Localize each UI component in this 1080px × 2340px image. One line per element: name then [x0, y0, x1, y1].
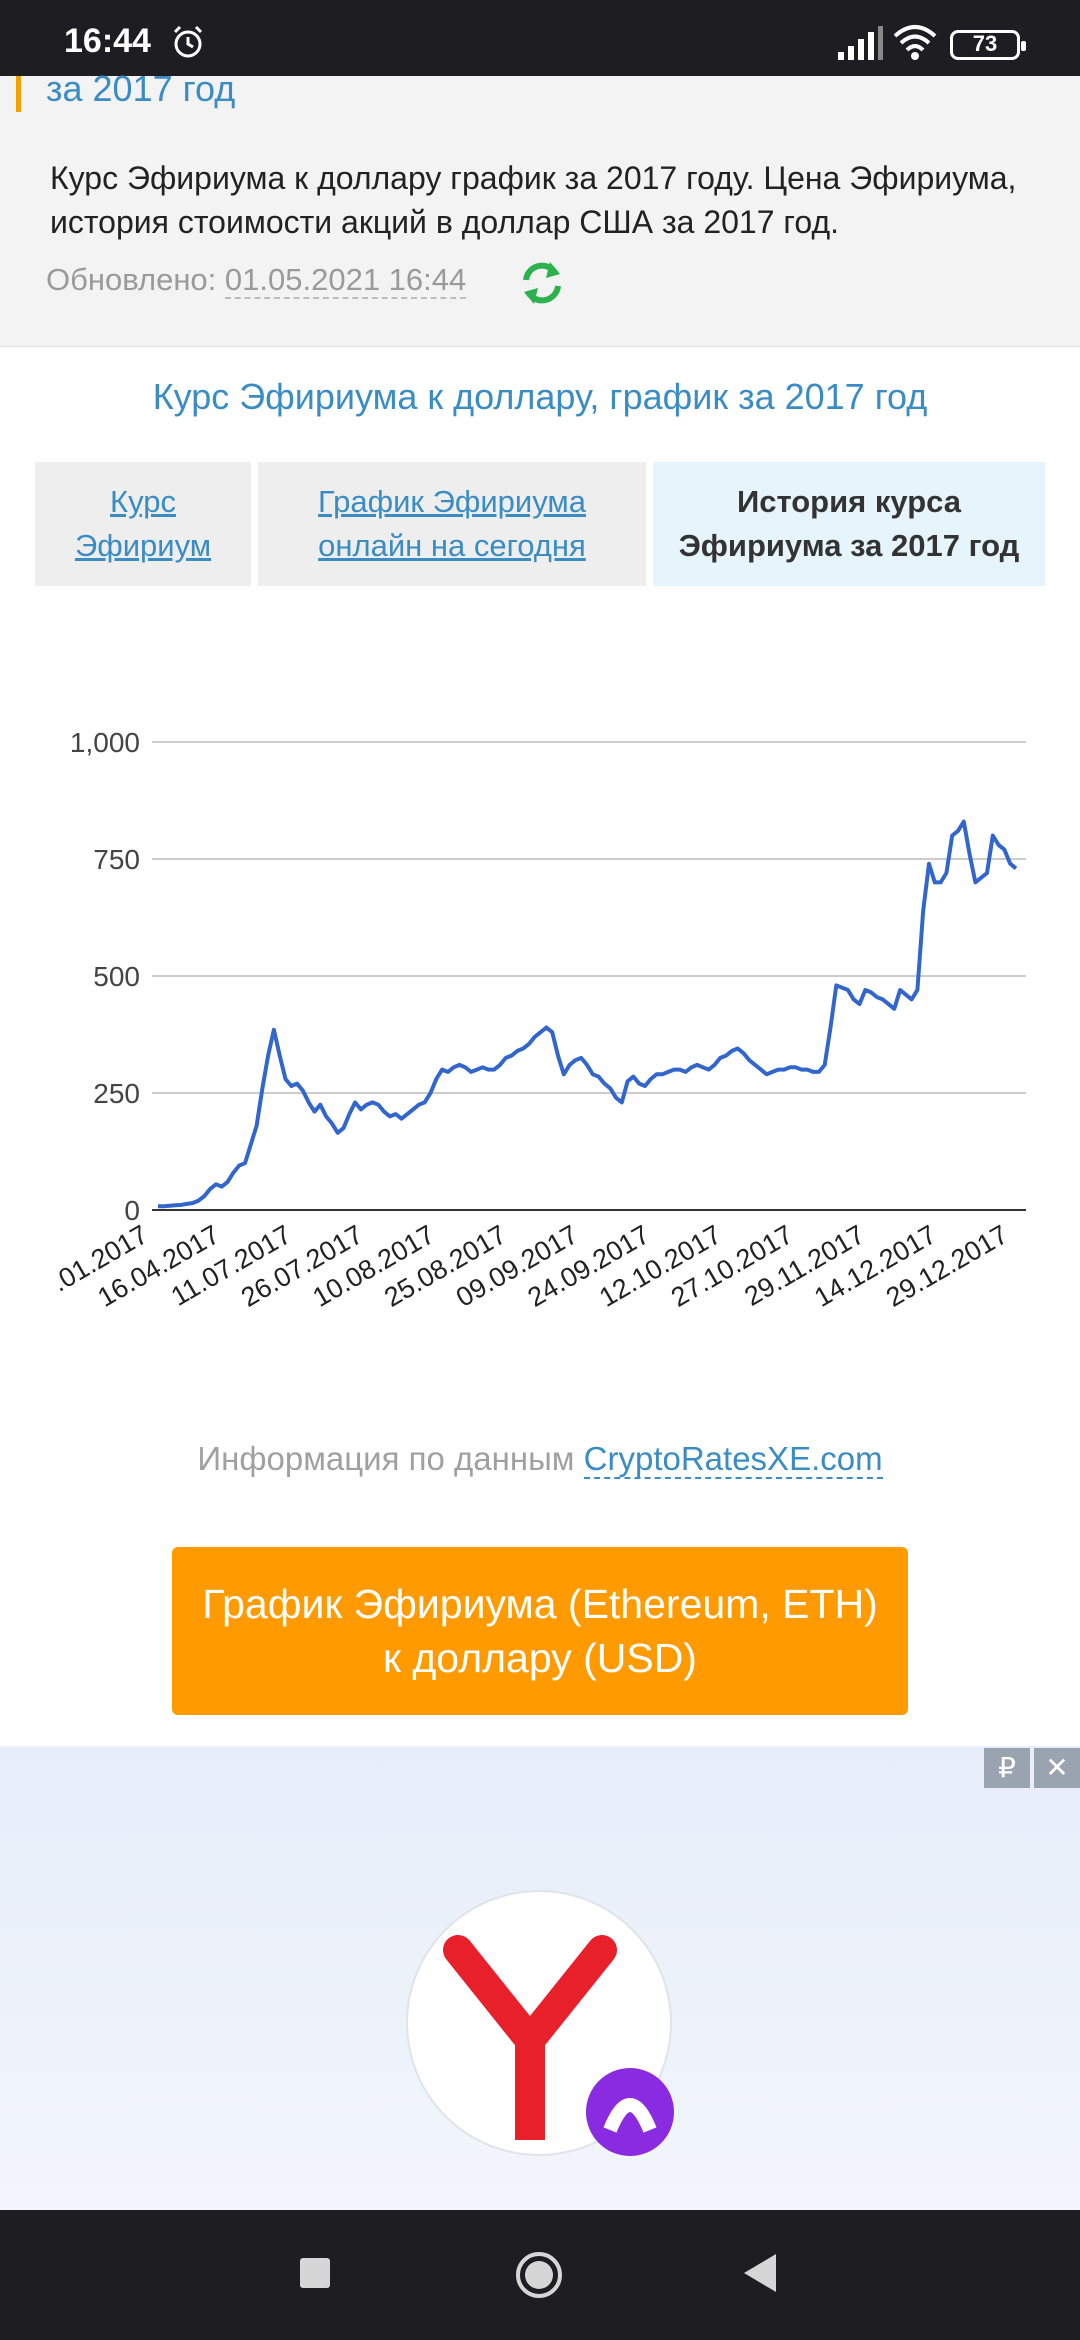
recent-apps-icon[interactable]	[300, 2258, 330, 2288]
battery-icon: 73	[950, 30, 1026, 60]
home-icon[interactable]	[514, 2250, 564, 2300]
status-bar: 16:44 73	[0, 0, 1080, 76]
signal-icon	[838, 26, 883, 60]
eth-usd-chart-button-line1: График Эфириума (Ethereum, ETH)	[202, 1581, 878, 1627]
y-tick-label: 1,000	[70, 727, 140, 758]
back-icon[interactable]	[740, 2250, 780, 2296]
refresh-icon[interactable]	[518, 258, 566, 308]
y-tick-label: 0	[124, 1195, 140, 1226]
tab-history-2017[interactable]: История курса Эфириума за 2017 год	[653, 462, 1045, 586]
eth-usd-chart-button-line2: к доллару (USD)	[383, 1635, 697, 1681]
alarm-icon	[173, 25, 203, 58]
source-text: Информация по данным	[197, 1440, 584, 1477]
accent-bar	[16, 76, 21, 112]
chart-heading: Курс Эфириума к доллару, график за 2017 …	[152, 376, 928, 417]
source-link[interactable]: CryptoRatesXE.com	[583, 1440, 883, 1479]
updated-info: Обновлено: 01.05.2021 16:44	[46, 262, 467, 299]
y-tick-label: 750	[93, 844, 140, 875]
updated-date: 01.05.2021 16:44	[224, 262, 467, 299]
battery-level: 73	[972, 31, 998, 56]
tab-ethereum-online-chart-link[interactable]: График Эфириума онлайн на сегодня	[318, 484, 586, 563]
wifi-icon	[893, 25, 937, 60]
close-icon[interactable]: ✕	[1034, 1748, 1080, 1788]
page-header: за 2017 год Курс Эфириума к доллару граф…	[0, 68, 1080, 347]
price-line-chart: 02505007501,000.01.201716.04.201711.07.2…	[47, 727, 1026, 1313]
tab-ethereum-rate-link[interactable]: Курс Эфириум	[74, 484, 212, 563]
ad-currency-badge[interactable]: ₽	[984, 1748, 1030, 1788]
tab-history-2017-label: История курса Эфириума за 2017 год	[678, 484, 1020, 563]
status-time: 16:44	[64, 22, 151, 60]
series-line	[158, 819, 1018, 1209]
updated-label: Обновлено:	[46, 262, 225, 297]
yandex-logo-icon	[443, 1935, 674, 2156]
page-description: Курс Эфириума к доллару график за 2017 г…	[50, 160, 1017, 240]
eth-usd-chart-button[interactable]: График Эфириума (Ethereum, ETH) к доллар…	[172, 1547, 908, 1715]
y-tick-label: 250	[93, 1078, 140, 1109]
y-tick-label: 500	[93, 961, 140, 992]
page-title-fragment: за 2017 год	[46, 68, 236, 109]
tab-ethereum-online-chart[interactable]: График Эфириума онлайн на сегодня	[258, 462, 646, 586]
tab-ethereum-rate[interactable]: Курс Эфириум	[35, 462, 251, 586]
source-info: Информация по данным CryptoRatesXE.com	[0, 1440, 1080, 1479]
